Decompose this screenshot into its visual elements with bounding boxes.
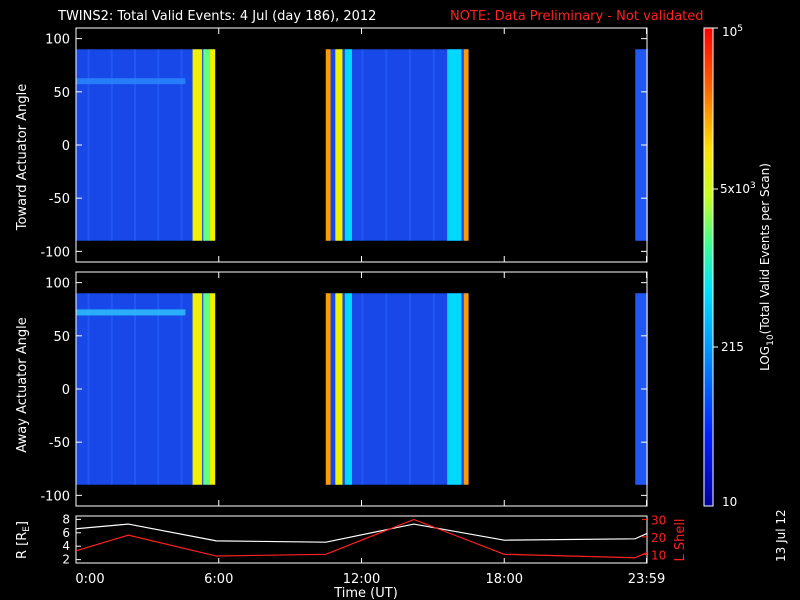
away-panel: 100 50 0 -50 -100 <box>40 271 649 507</box>
x-tick-label: 12:00 <box>343 572 380 587</box>
y-tick-label: 100 <box>45 277 70 292</box>
svg-text:LOG10(Total Valid Events per S: LOG10(Total Valid Events per Scan) <box>758 163 776 371</box>
y-tick-label: -100 <box>40 245 70 260</box>
colorbar-tick-215: 215 <box>721 340 744 354</box>
event-band <box>325 49 331 241</box>
event-band <box>447 293 462 485</box>
orbit-left-tick: 2 <box>62 553 70 567</box>
x-tick-label: 23:59 <box>628 572 665 587</box>
y-tick-label: 0 <box>62 139 70 154</box>
event-band <box>344 49 352 241</box>
svg-text:5x103: 5x103 <box>720 181 756 196</box>
colorbar-tick-5e3: 5x103 <box>720 181 756 196</box>
x-axis-label: Time (UT) <box>333 586 398 600</box>
angle-band <box>76 309 186 316</box>
orbit-right-tick: 20 <box>651 531 666 545</box>
x-tick-label: 18:00 <box>486 572 523 587</box>
event-band <box>209 49 216 241</box>
event-band <box>335 293 343 485</box>
colorbar-tick-10: 10 <box>722 495 737 509</box>
r-re-line <box>75 523 648 543</box>
event-band <box>209 293 216 485</box>
orbit-left-label: R [RE] <box>15 521 32 559</box>
toward-ylabel: Toward Actuator Angle <box>15 84 30 231</box>
colorbar-label: LOG10(Total Valid Events per Scan) <box>758 163 776 371</box>
x-tick-label: 6:00 <box>204 572 233 587</box>
event-band <box>192 49 203 241</box>
event-band <box>344 293 352 485</box>
y-tick-label: -50 <box>49 436 70 451</box>
angle-band <box>76 78 186 85</box>
event-band <box>192 293 203 485</box>
preliminary-note: NOTE: Data Preliminary - Not validated <box>450 9 704 24</box>
orbit-left-tick: 8 <box>62 512 70 526</box>
svg-text:R [RE]: R [RE] <box>15 521 32 559</box>
toward-panel: 100 50 0 -50 -100 <box>40 27 649 263</box>
y-tick-label: 0 <box>62 383 70 398</box>
event-band <box>335 49 343 241</box>
x-tick-labels: 0:00 6:00 12:00 18:00 23:59 <box>75 572 665 587</box>
l-shell-line <box>75 518 648 559</box>
event-band <box>447 49 462 241</box>
y-tick-label: -50 <box>49 192 70 207</box>
event-band <box>203 293 210 485</box>
y-tick-label: 50 <box>53 86 70 101</box>
orbit-left-tick: 4 <box>62 539 70 553</box>
data-block <box>76 293 216 485</box>
colorbar <box>703 27 714 507</box>
orbit-right-tick: 30 <box>651 513 666 527</box>
colorbar-tick-1e5: 105 <box>722 24 743 39</box>
date-stamp: 13 Jul 12 <box>774 509 788 562</box>
event-band <box>325 293 331 485</box>
chart-title: TWINS2: Total Valid Events: 4 Jul (day 1… <box>57 9 376 24</box>
event-band <box>463 49 469 241</box>
y-tick-label: 100 <box>45 33 70 48</box>
svg-text:105: 105 <box>722 24 743 39</box>
y-tick-label: -100 <box>40 489 70 504</box>
y-tick-label: 50 <box>53 330 70 345</box>
x-tick-label: 0:00 <box>75 572 104 587</box>
orbit-right-tick: 10 <box>651 548 666 562</box>
orbit-left-tick: 6 <box>62 526 70 540</box>
event-band <box>203 49 210 241</box>
away-ylabel: Away Actuator Angle <box>15 317 30 452</box>
orbit-right-label: L Shell <box>673 518 688 561</box>
event-band <box>463 293 469 485</box>
